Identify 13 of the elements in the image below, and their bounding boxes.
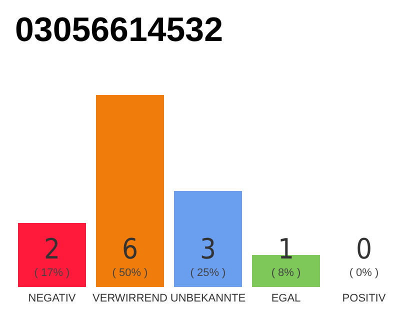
data-label: 0 ( 0% ): [349, 232, 379, 279]
x-tick-label: NEGATIV: [28, 292, 76, 304]
x-tick-label: UNBEKANNTE: [170, 292, 246, 304]
x-tick-label: VERWIRREND: [92, 292, 168, 304]
x-tick-label: POSITIV: [342, 292, 386, 304]
x-tick-label: EGAL: [271, 292, 301, 304]
data-label: 2 ( 17% ): [34, 232, 70, 279]
bar: [174, 191, 242, 287]
chart-title: 03056614532: [15, 11, 224, 49]
bar: [96, 95, 164, 287]
bar: [18, 223, 86, 287]
data-label: 6 ( 50% ): [112, 232, 148, 279]
data-label: 3 ( 25% ): [190, 232, 226, 279]
